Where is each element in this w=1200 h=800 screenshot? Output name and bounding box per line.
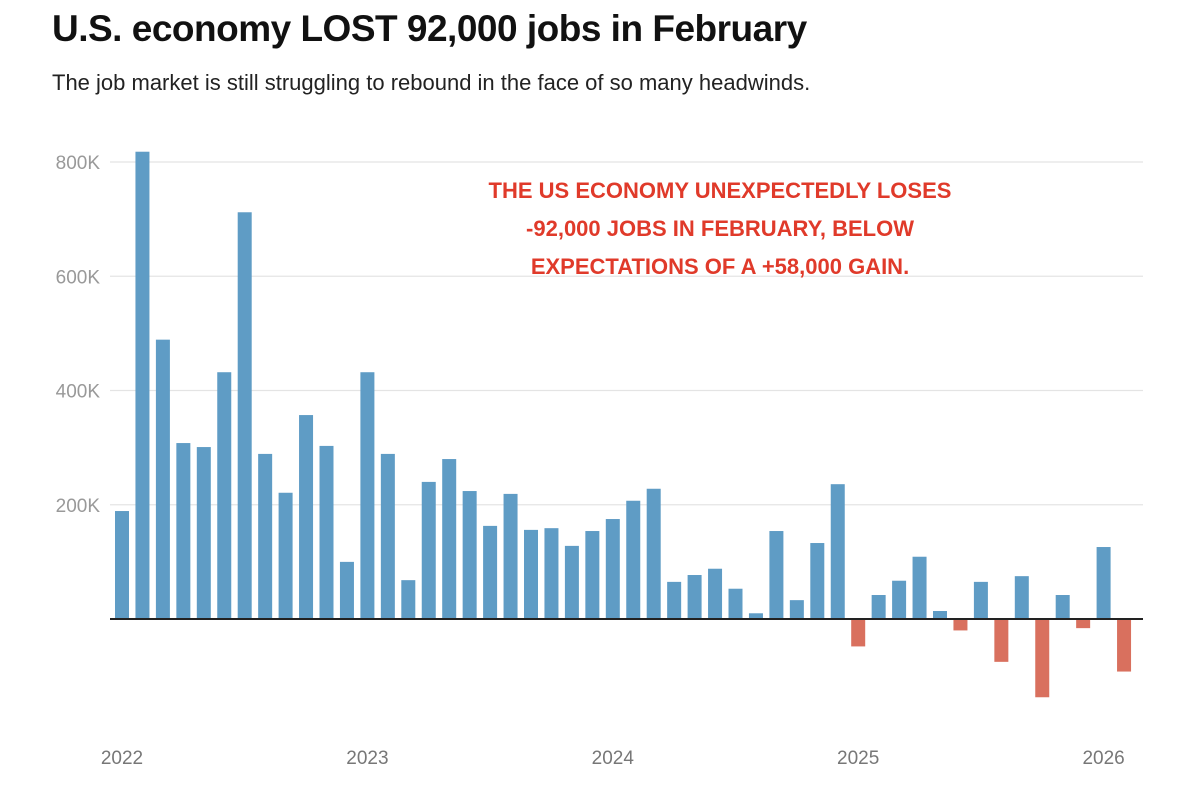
bar-dec-2025 bbox=[1076, 619, 1091, 629]
bar-sep-2023 bbox=[524, 529, 538, 619]
chart-title: U.S. economy LOST 92,000 jobs in Februar… bbox=[52, 8, 807, 49]
bar-apr-2022 bbox=[176, 443, 191, 619]
x-tick-label: 2022 bbox=[101, 748, 143, 769]
y-tick-label: 400K bbox=[56, 382, 101, 403]
bar-jun-2022 bbox=[217, 372, 232, 619]
bar-jun-2024 bbox=[708, 568, 723, 619]
y-tick-label: 800K bbox=[56, 153, 101, 174]
chart-annotation: THE US ECONOMY UNEXPECTEDLY LOSES -92,00… bbox=[488, 178, 952, 279]
bar-sep-2022 bbox=[278, 492, 293, 619]
bar-jun-2025 bbox=[953, 619, 968, 631]
bar-jan-2025 bbox=[851, 619, 866, 647]
bar-feb-2022 bbox=[135, 151, 150, 619]
bar-feb-2024 bbox=[626, 500, 641, 619]
bar-jun-2023 bbox=[462, 491, 477, 619]
bar-dec-2023 bbox=[585, 531, 600, 619]
bar-jul-2023 bbox=[483, 525, 498, 619]
y-tick-label: 200K bbox=[56, 496, 101, 517]
bar-apr-2023 bbox=[421, 481, 436, 619]
x-tick-label: 2023 bbox=[346, 748, 388, 769]
bar-jan-2022 bbox=[115, 511, 129, 619]
bar-dec-2024 bbox=[830, 484, 845, 619]
bar-oct-2022 bbox=[299, 415, 314, 619]
bar-may-2024 bbox=[687, 575, 702, 619]
bar-sep-2025 bbox=[1014, 576, 1029, 619]
bar-nov-2022 bbox=[319, 445, 334, 619]
bar-oct-2025 bbox=[1035, 619, 1050, 698]
bar-jul-2024 bbox=[728, 588, 743, 619]
bar-may-2022 bbox=[196, 447, 211, 619]
bar-oct-2024 bbox=[789, 600, 804, 619]
bar-nov-2023 bbox=[564, 545, 579, 619]
y-axis-tick-labels: 200K 400K 600K 800K bbox=[56, 153, 101, 517]
x-tick-label: 2026 bbox=[1082, 748, 1124, 769]
bar-mar-2024 bbox=[646, 488, 661, 619]
bar-jan-2024 bbox=[605, 519, 620, 619]
bar-jan-2026 bbox=[1096, 547, 1111, 619]
bar-apr-2024 bbox=[667, 581, 682, 619]
bar-feb-2023 bbox=[380, 453, 395, 619]
bar-may-2023 bbox=[442, 459, 457, 619]
bar-may-2025 bbox=[933, 611, 947, 619]
bar-aug-2023 bbox=[503, 493, 518, 619]
bar-oct-2023 bbox=[544, 528, 559, 619]
y-tick-label: 600K bbox=[56, 267, 101, 288]
bar-aug-2025 bbox=[994, 619, 1009, 662]
bar-aug-2024 bbox=[748, 613, 763, 619]
bar-mar-2022 bbox=[155, 339, 170, 619]
x-axis-tick-labels: 2022 2023 2024 2025 2026 bbox=[101, 748, 1125, 769]
bar-sep-2024 bbox=[769, 531, 784, 619]
bar-mar-2023 bbox=[401, 580, 416, 619]
bar-jan-2023 bbox=[360, 372, 375, 619]
x-tick-label: 2025 bbox=[837, 748, 879, 769]
bar-mar-2025 bbox=[892, 580, 907, 619]
x-tick-label: 2024 bbox=[592, 748, 635, 769]
bar-feb-2026 bbox=[1117, 619, 1132, 672]
bar-feb-2025 bbox=[871, 595, 886, 619]
bars bbox=[115, 151, 1132, 698]
bar-jul-2025 bbox=[973, 581, 988, 619]
bar-nov-2025 bbox=[1055, 595, 1070, 619]
bar-dec-2022 bbox=[339, 561, 354, 619]
chart-subtitle: The job market is still struggling to re… bbox=[52, 70, 811, 95]
bar-nov-2024 bbox=[810, 543, 825, 619]
bar-apr-2025 bbox=[912, 556, 927, 619]
bar-aug-2022 bbox=[258, 453, 273, 619]
bar-jul-2022 bbox=[237, 212, 252, 619]
